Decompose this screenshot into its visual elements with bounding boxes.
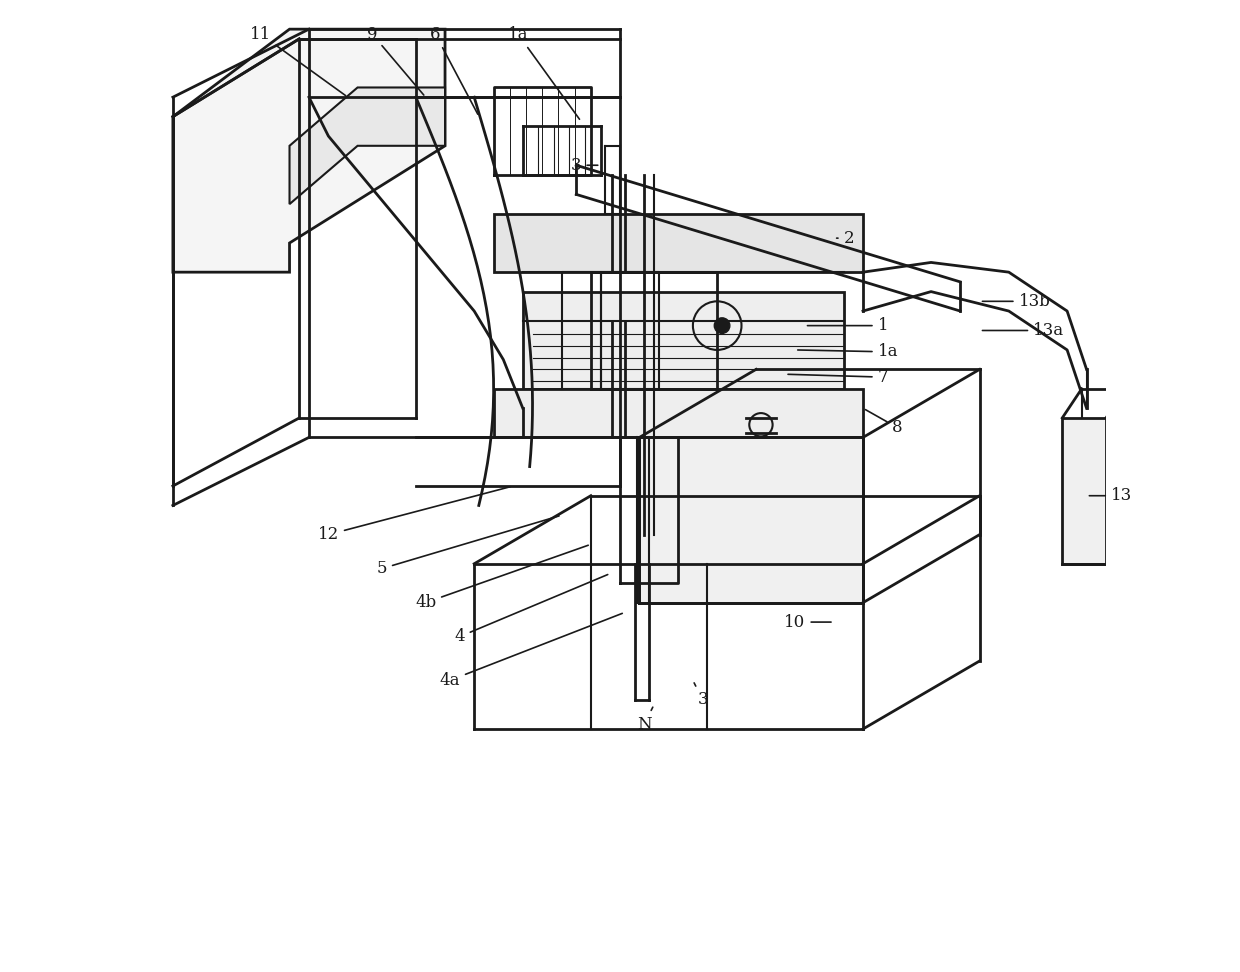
Circle shape [714,318,730,333]
Polygon shape [289,87,445,204]
Text: 10: 10 [785,613,831,631]
Polygon shape [494,389,863,437]
Text: 1: 1 [807,317,888,334]
Text: 9: 9 [367,25,424,95]
Polygon shape [172,29,445,272]
Text: 3: 3 [694,683,708,709]
Text: 1a: 1a [797,343,898,361]
Text: 3: 3 [570,156,598,174]
Text: 13b: 13b [982,293,1050,310]
Text: 7: 7 [787,368,888,386]
Text: 12: 12 [317,487,511,543]
Text: 6: 6 [430,25,477,114]
Polygon shape [494,214,863,272]
Text: 5: 5 [377,516,559,577]
Text: N: N [637,708,652,733]
Text: 4b: 4b [415,545,588,611]
Text: 8: 8 [866,409,903,436]
Text: 4: 4 [454,574,608,645]
Text: 2: 2 [837,229,854,247]
Polygon shape [1063,418,1106,564]
Text: 1a: 1a [507,25,579,120]
Text: 13: 13 [1089,487,1132,504]
Polygon shape [523,292,843,389]
Text: 11: 11 [249,25,346,95]
Text: 4a: 4a [440,613,622,689]
Text: 13a: 13a [982,322,1064,339]
Polygon shape [640,437,863,603]
